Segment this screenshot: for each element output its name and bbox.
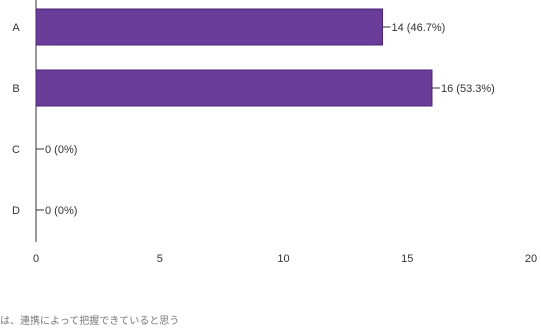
- bars-group: [35, 8, 433, 107]
- x-tick-label-5: 5: [157, 253, 163, 265]
- bar-b: [35, 69, 433, 107]
- data-label-a: 14 (46.7%): [392, 22, 446, 34]
- x-tick-label-0: 0: [33, 253, 39, 265]
- data-labels: 14 (46.7%) 16 (53.3%) 0 (0%) 0 (0%): [36, 22, 495, 217]
- category-label-c: C: [12, 144, 20, 156]
- data-label-c: 0 (0%): [45, 144, 77, 156]
- category-label-a: A: [12, 22, 20, 34]
- category-labels: A B C D: [12, 22, 20, 217]
- category-label-d: D: [12, 205, 20, 217]
- caption-text: は、連携によって把握できていると思う: [0, 316, 180, 327]
- bar-chart: A B C D 14 (46.7%) 16 (53.3%) 0 (0%) 0 (0%) 0 5…: [12, 0, 537, 265]
- x-tick-label-10: 10: [277, 253, 289, 265]
- bar-a: [35, 8, 383, 46]
- x-tick-label-20: 20: [525, 253, 537, 265]
- x-tick-labels: 0 5 10 15 20: [33, 253, 537, 265]
- x-tick-label-15: 15: [401, 253, 413, 265]
- category-label-b: B: [12, 83, 19, 95]
- data-label-b: 16 (53.3%): [441, 83, 495, 95]
- data-label-d: 0 (0%): [45, 205, 77, 217]
